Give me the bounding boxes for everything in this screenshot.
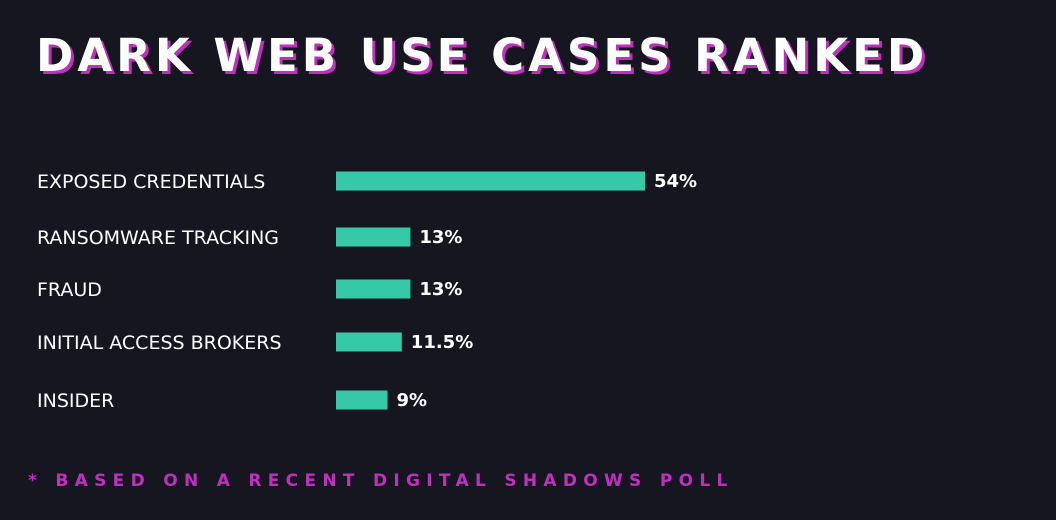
bar-ransomware-tracking [336, 227, 411, 247]
category-label-ransomware-tracking: RANSOMWARE TRACKING [37, 227, 279, 249]
category-label-fraud: FRAUD [37, 279, 102, 301]
bar-exposed-credentials [336, 171, 645, 191]
category-label-exposed-credentials: EXPOSED CREDENTIALS [37, 171, 265, 193]
footnote: * BASED ON A RECENT DIGITAL SHADOWS POLL [28, 471, 734, 491]
category-label-initial-access-brokers: INITIAL ACCESS BROKERS [37, 332, 282, 354]
bar-insider [336, 390, 388, 410]
value-label-ransomware-tracking: 13% [419, 227, 462, 248]
category-label-insider: INSIDER [37, 390, 114, 412]
value-label-initial-access-brokers: 11.5% [411, 332, 473, 353]
bar-fraud [336, 279, 411, 299]
value-label-fraud: 13% [419, 279, 462, 300]
value-label-insider: 9% [397, 390, 428, 411]
value-label-exposed-credentials: 54% [654, 171, 697, 192]
chart-title: DARK WEB USE CASES RANKED [36, 29, 929, 82]
bar-initial-access-brokers [336, 332, 402, 352]
